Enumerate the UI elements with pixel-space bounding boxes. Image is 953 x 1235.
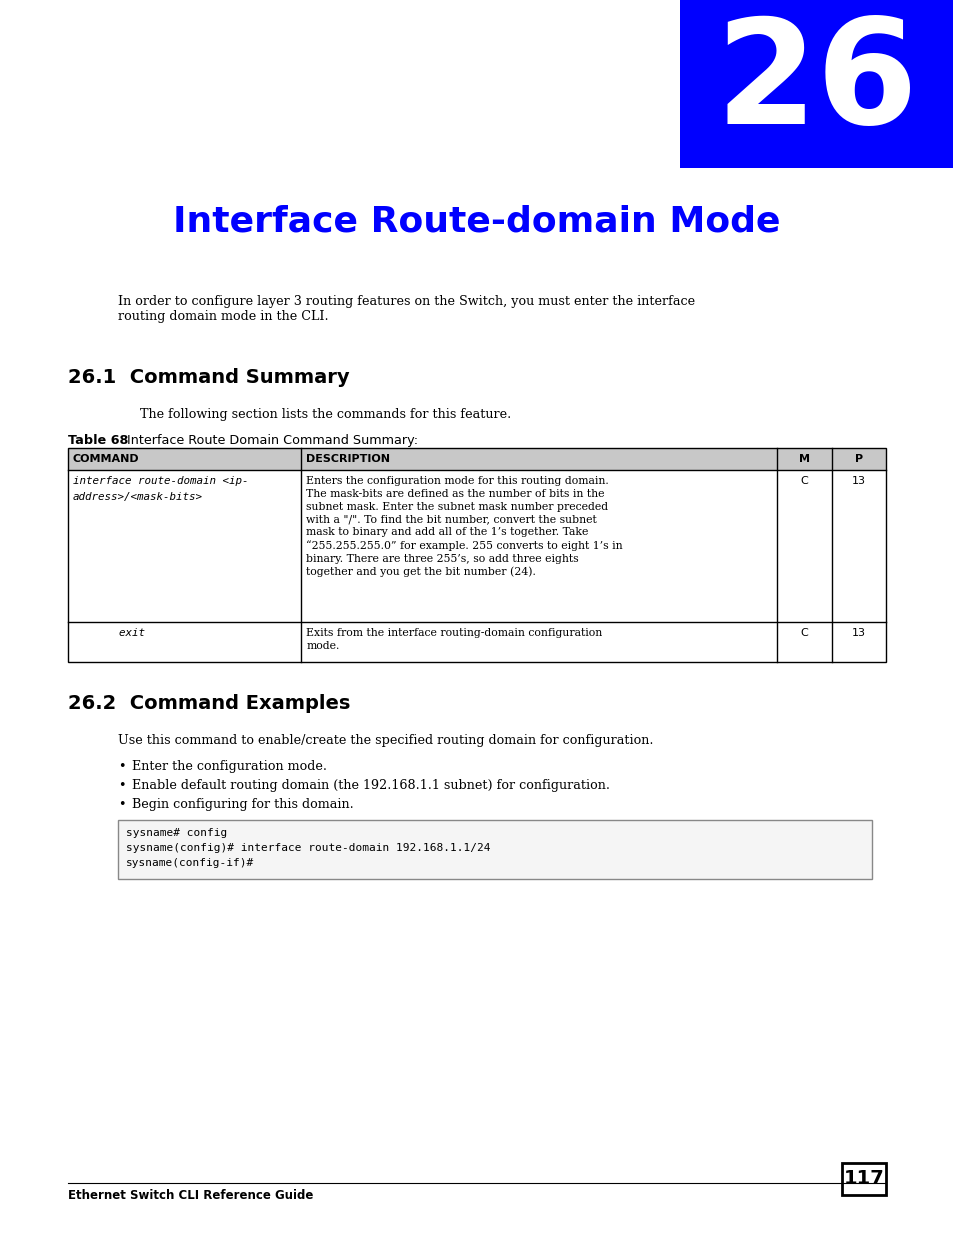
Text: M: M <box>799 454 809 464</box>
Bar <box>841 1163 885 1195</box>
Text: Enter the configuration mode.: Enter the configuration mode. <box>132 760 327 773</box>
Text: •: • <box>118 760 126 773</box>
Text: 117: 117 <box>842 1170 883 1188</box>
Text: 26.2  Command Examples: 26.2 Command Examples <box>68 694 350 713</box>
Text: 13: 13 <box>851 629 865 638</box>
Text: 13: 13 <box>851 475 865 487</box>
Text: The following section lists the commands for this feature.: The following section lists the commands… <box>140 408 511 421</box>
Text: sysname# config: sysname# config <box>126 827 227 839</box>
Text: Table 68: Table 68 <box>68 433 129 447</box>
Text: Ethernet Switch CLI Reference Guide: Ethernet Switch CLI Reference Guide <box>68 1189 313 1202</box>
Text: Begin configuring for this domain.: Begin configuring for this domain. <box>132 798 354 811</box>
Bar <box>679 0 953 168</box>
Text: •: • <box>118 798 126 811</box>
Text: •: • <box>118 779 126 792</box>
Text: Enters the configuration mode for this routing domain.
The mask-bits are defined: Enters the configuration mode for this r… <box>306 475 622 578</box>
Text: P: P <box>854 454 862 464</box>
Text: sysname(config-if)#: sysname(config-if)# <box>126 858 254 868</box>
Text: Interface Route Domain Command Summary:: Interface Route Domain Command Summary: <box>115 433 417 447</box>
Text: address>/<mask-bits>: address>/<mask-bits> <box>73 492 203 501</box>
Text: DESCRIPTION: DESCRIPTION <box>306 454 390 464</box>
Text: Use this command to enable/create the specified routing domain for configuration: Use this command to enable/create the sp… <box>118 734 653 747</box>
Text: Interface Route-domain Mode: Interface Route-domain Mode <box>173 205 780 240</box>
Text: sysname(config)# interface route-domain 192.168.1.1/24: sysname(config)# interface route-domain … <box>126 844 490 853</box>
Bar <box>68 448 885 662</box>
Text: COMMAND: COMMAND <box>73 454 139 464</box>
Text: C: C <box>800 629 807 638</box>
Text: 26: 26 <box>715 14 918 154</box>
Text: Enable default routing domain (the 192.168.1.1 subnet) for configuration.: Enable default routing domain (the 192.1… <box>132 779 609 792</box>
Bar <box>68 448 885 471</box>
Text: 26.1  Command Summary: 26.1 Command Summary <box>68 368 349 387</box>
Text: interface route-domain <ip-: interface route-domain <ip- <box>73 475 248 487</box>
Text: In order to configure layer 3 routing features on the Switch, you must enter the: In order to configure layer 3 routing fe… <box>118 295 695 324</box>
Text: exit: exit <box>92 629 145 638</box>
Text: C: C <box>800 475 807 487</box>
Bar <box>118 820 871 879</box>
Text: Exits from the interface routing-domain configuration
mode.: Exits from the interface routing-domain … <box>306 629 601 651</box>
